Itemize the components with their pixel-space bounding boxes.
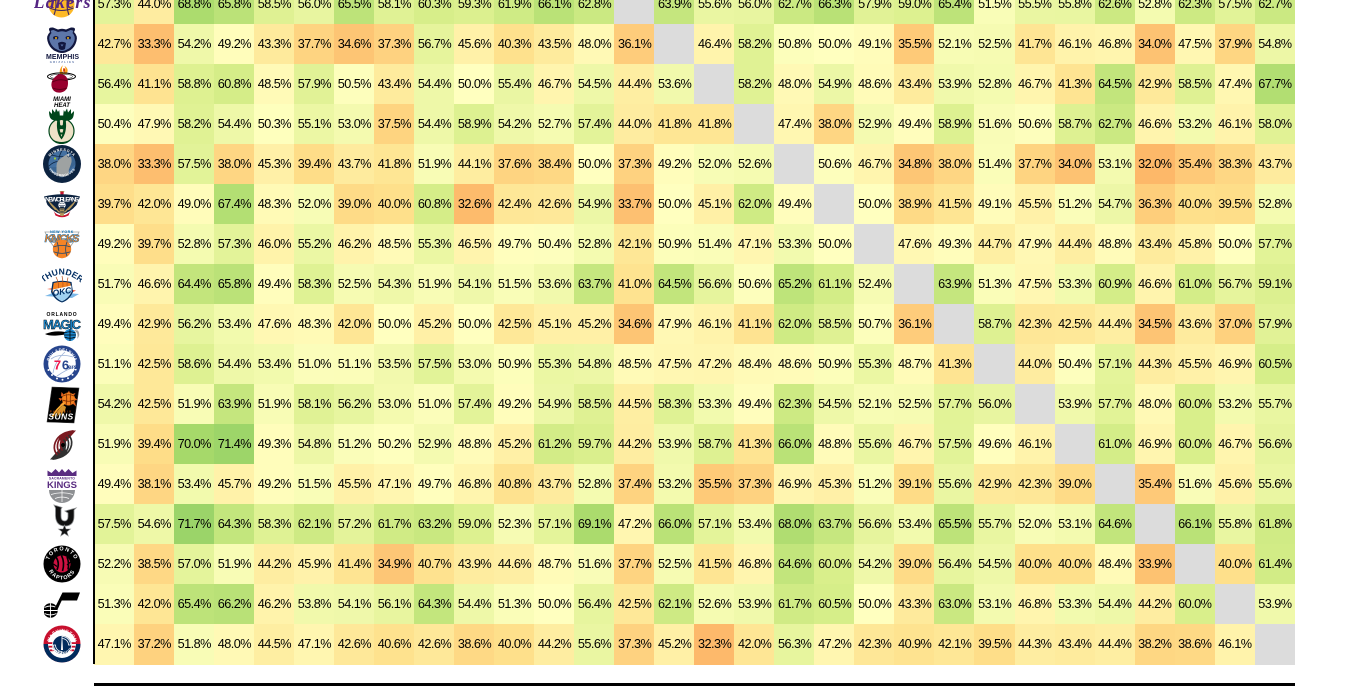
svg-text:6: 6 [62,358,69,373]
svg-text:MAGIC: MAGIC [43,317,82,332]
svg-text:GRIZZLIES: GRIZZLIES [50,60,75,63]
svg-text:ORLANDO: ORLANDO [47,312,78,318]
svg-text:7: 7 [54,358,61,373]
svg-text:PHOENIX: PHOENIX [50,410,73,414]
svg-text:OKC: OKC [52,285,73,298]
svg-text:NEW YORK: NEW YORK [50,230,74,234]
svg-text:ers: ers [68,365,78,371]
svg-text:KNICKS: KNICKS [45,233,81,245]
svg-text:MEMPHIS: MEMPHIS [46,54,79,61]
svg-text:SACRAMENTO: SACRAMENTO [49,476,75,480]
svg-text:WIZARDS: WIZARDS [51,647,73,657]
svg-text:Lakers: Lakers [34,0,91,12]
svg-text:HEAT: HEAT [54,103,71,108]
svg-text:KINGS: KINGS [47,480,77,491]
svg-text:NEW ORLEANS: NEW ORLEANS [45,197,79,204]
svg-text:SUNS: SUNS [48,412,73,422]
svg-text:MIAMI: MIAMI [53,97,71,103]
